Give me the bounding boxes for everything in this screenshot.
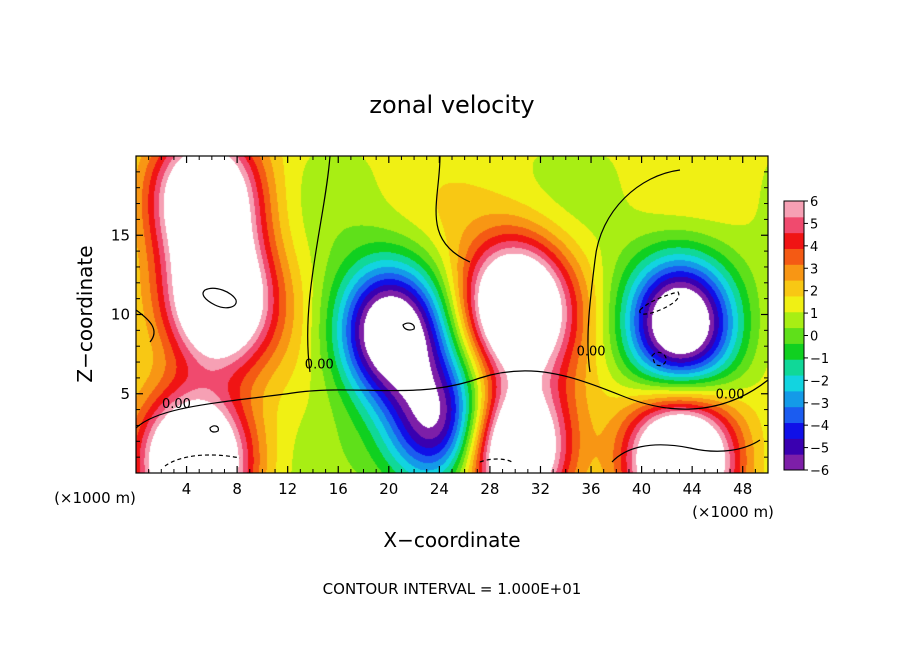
colorbar-tick-label: 5 [810,217,818,232]
y-tick-label: 5 [120,385,130,403]
closed-contour [209,425,219,433]
zero-contour [587,169,681,373]
chart-title: zonal velocity [369,91,534,119]
colorbar-swatch [784,422,804,439]
colorbar-swatch [784,280,804,297]
colorbar-tick-label: 1 [810,307,818,322]
x-unit-right: (×1000 m) [692,503,774,521]
x-tick-label: 16 [329,480,348,498]
closed-contour-dashed [639,291,680,315]
y-tick-label: 15 [111,226,130,244]
colorbar-swatch [784,406,804,424]
contour-interval-note: CONTOUR INTERVAL = 1.000E+01 [323,580,582,598]
contour-label: 0.00 [577,345,606,360]
closed-contour [402,322,415,331]
colorbar-tick-label: 4 [810,240,818,255]
x-tick-label: 12 [278,480,297,498]
x-tick-label: 20 [379,480,398,498]
colorbar-tick-label: −1 [810,352,829,367]
contour-label: 0.00 [716,388,745,403]
colorbar-swatch [784,390,804,408]
zero-contour [435,155,471,263]
x-tick-label: 40 [632,480,651,498]
colorbar-tick-label: 2 [810,285,818,300]
colorbar-tick-label: −4 [810,419,829,434]
colorbar-swatch [784,359,804,376]
colorbar-swatch [784,375,804,392]
colorbar-swatch [784,216,804,234]
closed-contour [611,439,761,463]
contour-label: 0.00 [305,357,334,372]
x-axis: 4 8 12 16 20 24 28 32 36 40 44 48 [148,156,756,498]
colorbar-tick-label: 3 [810,262,818,277]
colorbar-swatch [784,232,804,249]
y-tick-label: 10 [111,306,130,324]
contour-lines [135,155,769,467]
x-tick-label: 24 [430,480,449,498]
x-tick-label: 44 [683,480,702,498]
closed-contour-dashed [651,351,667,367]
x-tick-label: 8 [232,480,242,498]
heatmap-field [136,156,768,473]
colorbar-swatch [784,327,804,344]
colorbar-swatch [784,295,804,313]
contour-labels: 0.00 0.00 0.00 0.00 [162,345,745,412]
colorbar-tick-label: −3 [810,397,829,412]
colorbar-swatch [784,264,804,281]
colorbar-swatch [784,201,804,218]
y-axis-label: Z−coordinate [73,245,97,382]
colorbar-tick-label: −6 [810,464,829,479]
x-tick-label: 36 [581,480,600,498]
colorbar-swatch [784,454,804,471]
colorbar-swatch [784,438,804,455]
x-unit-left: (×1000 m) [54,489,136,507]
zero-contour [135,370,769,429]
colorbar-swatch [784,343,804,360]
zero-contour [135,309,155,343]
colorbar-swatch [784,311,804,329]
colorbar-swatch [784,248,804,265]
colorbar-tick-label: 6 [810,195,818,210]
x-tick-label: 32 [531,480,550,498]
x-tick-label: 28 [480,480,499,498]
x-tick-label: 4 [182,480,192,498]
x-tick-label: 48 [733,480,752,498]
colorbar-tick-label: −2 [810,374,829,389]
y-axis: 5 10 15 [111,171,768,458]
closed-contour [202,287,237,309]
colorbar: 6 5 4 3 2 1 0 −1 −2 −3 −4 −5 −6 [783,195,829,479]
x-axis-label: X−coordinate [383,528,520,552]
closed-contour-dashed [479,458,513,463]
zero-contour [307,155,331,373]
colorbar-tick-label: −5 [810,442,829,457]
colorbar-tick-label: 0 [810,330,818,345]
contour-label: 0.00 [162,397,191,412]
